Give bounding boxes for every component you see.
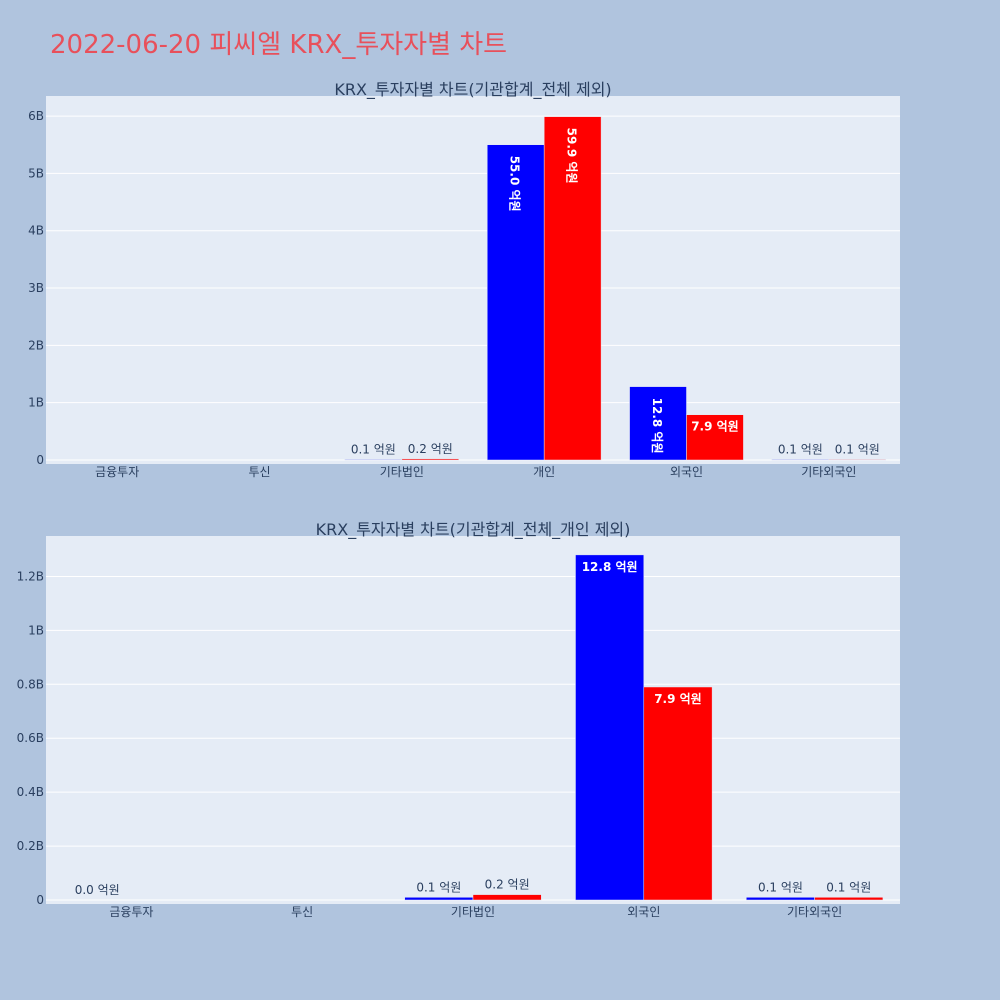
plot-area <box>46 536 900 904</box>
x-tick-label: 외국인 <box>627 905 660 919</box>
y-tick-label: 1B <box>28 396 44 410</box>
x-tick-label: 금융투자 <box>95 465 139 479</box>
data-label: 55.0 억원 <box>508 156 522 212</box>
data-label: 0.1 억원 <box>778 442 823 456</box>
bar <box>814 897 884 901</box>
bar <box>404 897 474 901</box>
chart-title: KRX_투자자별 차트(기관합계_전체_개인 제외) <box>316 520 631 540</box>
bar <box>686 414 744 461</box>
bar <box>575 554 645 901</box>
chart-2: 0 0.2B 0.4B 0.6B 0.8B 1B 1.2B KRX_투자자별 차트(기관합계_… <box>17 520 900 919</box>
plot-area <box>46 96 900 464</box>
y-tick-label: 0.2B <box>17 839 44 853</box>
chart-title: KRX_투자자별 차트(기관합계_전체 제외) <box>334 80 611 100</box>
y-tick-label: 1.2B <box>17 569 44 583</box>
x-tick-label: 기타외국인 <box>787 905 842 919</box>
data-label: 7.9 억원 <box>654 692 702 706</box>
data-label: 0.0 억원 <box>75 883 120 897</box>
y-tick-label: 0 <box>36 893 44 907</box>
bar <box>401 458 460 461</box>
y-tick-label: 1B <box>28 623 44 637</box>
y-tick-label: 3B <box>28 281 44 295</box>
page-title: 2022-06-20 피씨엘 KRX_투자자별 차트 <box>50 30 508 60</box>
data-label: 12.8 억원 <box>650 398 664 454</box>
x-tick-label: 개인 <box>533 465 555 479</box>
bar <box>771 459 830 461</box>
y-tick-label: 6B <box>28 109 44 123</box>
x-tick-label: 투신 <box>291 905 313 919</box>
y-tick-label: 5B <box>28 166 44 180</box>
y-tick-label: 0 <box>36 453 44 467</box>
x-tick-label: 기타법인 <box>451 905 495 919</box>
y-tick-label: 0.4B <box>17 785 44 799</box>
bar <box>828 459 887 461</box>
data-label: 0.1 억원 <box>826 880 871 894</box>
x-tick-label: 투신 <box>248 465 270 479</box>
data-label: 0.2 억원 <box>408 442 453 456</box>
x-tick-label: 금융투자 <box>109 905 153 919</box>
bar <box>543 116 602 461</box>
y-tick-label: 0.6B <box>17 731 44 745</box>
data-label: 0.1 억원 <box>351 442 396 456</box>
bar <box>472 894 542 901</box>
x-tick-label: 기타법인 <box>380 465 424 479</box>
data-label: 0.2 억원 <box>485 878 530 892</box>
y-tick-label: 0.8B <box>17 677 44 691</box>
data-label: 0.1 억원 <box>835 442 880 456</box>
bar <box>746 897 815 901</box>
bar <box>344 459 403 461</box>
y-tick-label: 4B <box>28 224 44 238</box>
data-label: 7.9 억원 <box>691 420 739 434</box>
y-tick-label: 2B <box>28 338 44 352</box>
bar <box>629 386 687 461</box>
data-label: 59.9 억원 <box>565 128 579 184</box>
data-label: 0.1 억원 <box>416 880 461 894</box>
chart-1: 0 1B 2B 3B 4B 5B 6B KRX_투자자별 차트(기관합계_전체 제외) 금융투자… <box>28 80 900 479</box>
x-tick-label: 기타외국인 <box>801 465 856 479</box>
bar <box>486 144 545 461</box>
data-label: 12.8 억원 <box>582 560 638 574</box>
bar <box>643 686 713 901</box>
x-tick-label: 외국인 <box>670 465 703 479</box>
data-label: 0.1 억원 <box>758 880 803 894</box>
